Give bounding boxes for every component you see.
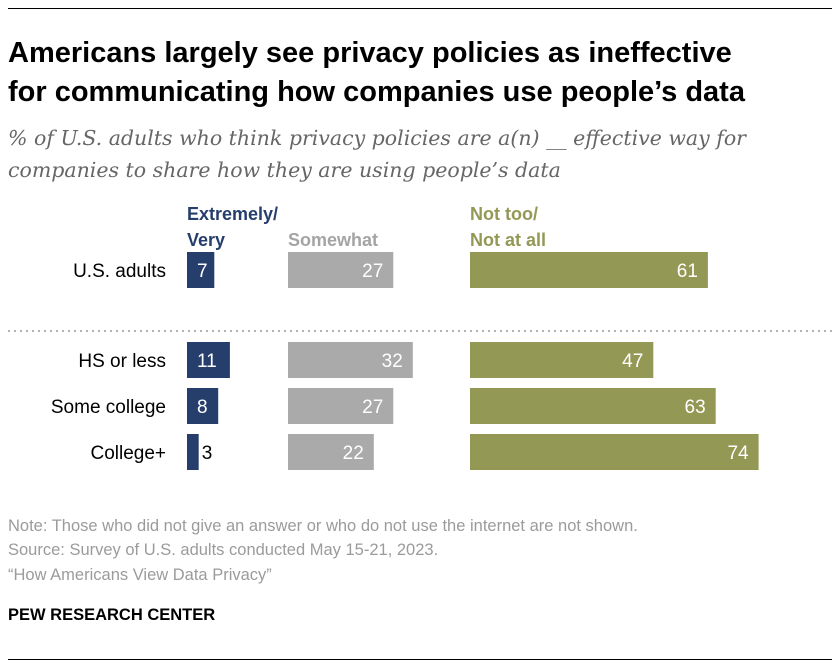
bar-series-1-hs-or-less: [187, 342, 230, 378]
series-label-3-line-1: Not too/: [470, 204, 538, 224]
series-label-1-line-2: Very: [187, 230, 225, 250]
value-label-series-1-some-college: 8: [197, 397, 208, 418]
bar-chart: Extremely/Very Somewhat Not too/Not at all…: [8, 204, 832, 470]
category-label-hs-or-less: HS or less: [78, 351, 166, 372]
chart-subtitle-line-2: companies to share how they are using pe…: [8, 158, 561, 182]
value-label-series-1-hs-or-less: 11: [197, 351, 217, 372]
bar-series-2-hs-or-less: [288, 342, 413, 378]
value-label-series-1-u-s-adults: 7: [197, 261, 208, 282]
chart-note: Note: Those who did not give an answer o…: [8, 517, 638, 535]
value-label-series-1-college: 3: [202, 443, 213, 464]
value-label-series-2-u-s-adults: 27: [362, 261, 383, 282]
chart-subtitle: % of U.S. adults who think privacy polic…: [8, 122, 828, 186]
value-label-series-2-some-college: 27: [362, 397, 383, 418]
bar-series-1-u-s-adults: [187, 252, 215, 288]
top-rule: [8, 8, 832, 9]
report-title: “How Americans View Data Privacy”: [8, 566, 272, 584]
bar-series-3-u-s-adults: [470, 252, 708, 288]
chart-title-line-2: for communicating how companies use peop…: [8, 76, 745, 108]
bar-series-3-some-college: [470, 388, 716, 424]
bar-series-2-some-college: [288, 388, 394, 424]
value-label-series-3-some-college: 63: [685, 397, 706, 418]
chart-title-line-1: Americans largely see privacy policies a…: [8, 37, 732, 69]
chart-source: Source: Survey of U.S. adults conducted …: [8, 541, 439, 559]
value-label-series-3-college: 74: [727, 443, 749, 464]
bar-series-2-college: [288, 434, 374, 470]
series-label-2-line-1: Somewhat: [288, 230, 378, 250]
bar-series-2-u-s-adults: [288, 252, 394, 288]
category-label-college: College+: [90, 443, 166, 464]
chart-title: Americans largely see privacy policies a…: [8, 34, 836, 112]
series-label-3-line-2: Not at all: [470, 230, 546, 250]
pew-research-center-logo: PEW RESEARCH CENTER: [8, 606, 216, 624]
category-label-some-college: Some college: [51, 397, 166, 418]
bottom-rule: [8, 659, 832, 660]
chart-subtitle-line-1: % of U.S. adults who think privacy polic…: [8, 126, 746, 150]
bar-series-1-some-college: [187, 388, 219, 424]
value-label-series-2-college: 22: [343, 443, 364, 464]
series-label-1-line-1: Extremely/: [187, 204, 278, 224]
bar-series-3-college: [470, 434, 759, 470]
value-label-series-3-u-s-adults: 61: [677, 261, 698, 282]
value-label-series-3-hs-or-less: 47: [622, 351, 643, 372]
bar-series-1-college: [187, 434, 199, 470]
value-label-series-2-hs-or-less: 32: [382, 351, 403, 372]
bar-series-3-hs-or-less: [470, 342, 654, 378]
category-label-u-s-adults: U.S. adults: [73, 261, 166, 282]
